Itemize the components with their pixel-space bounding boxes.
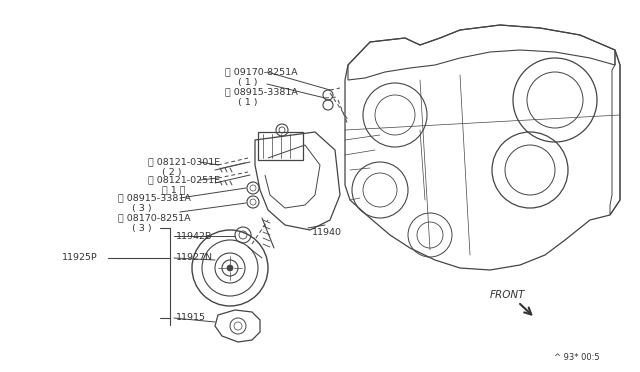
- Text: ( 3 ): ( 3 ): [132, 224, 152, 232]
- Text: ( 2 ): ( 2 ): [162, 167, 182, 176]
- Text: 〈 1 〉: 〈 1 〉: [162, 186, 186, 195]
- Text: Ⓑ 09170-8251A: Ⓑ 09170-8251A: [225, 67, 298, 77]
- Text: Ⓑ 08170-8251A: Ⓑ 08170-8251A: [118, 214, 191, 222]
- Text: Ⓑ 08121-0301E: Ⓑ 08121-0301E: [148, 157, 220, 167]
- Text: ( 1 ): ( 1 ): [238, 97, 257, 106]
- Text: 11940: 11940: [312, 228, 342, 237]
- Text: ⓦ 08915-3381A: ⓦ 08915-3381A: [118, 193, 191, 202]
- Text: ( 1 ): ( 1 ): [238, 77, 257, 87]
- Text: ( 3 ): ( 3 ): [132, 203, 152, 212]
- Text: ⓦ 08915-3381A: ⓦ 08915-3381A: [225, 87, 298, 96]
- Text: 11927N: 11927N: [176, 253, 213, 263]
- Text: FRONT: FRONT: [490, 290, 525, 300]
- Text: 11925P: 11925P: [62, 253, 98, 263]
- Circle shape: [227, 265, 233, 271]
- Text: Ⓑ 08121-0251E: Ⓑ 08121-0251E: [148, 176, 220, 185]
- Text: 11942B: 11942B: [176, 231, 212, 241]
- Text: ^ 93* 00:5: ^ 93* 00:5: [554, 353, 600, 362]
- Text: 11915: 11915: [176, 314, 206, 323]
